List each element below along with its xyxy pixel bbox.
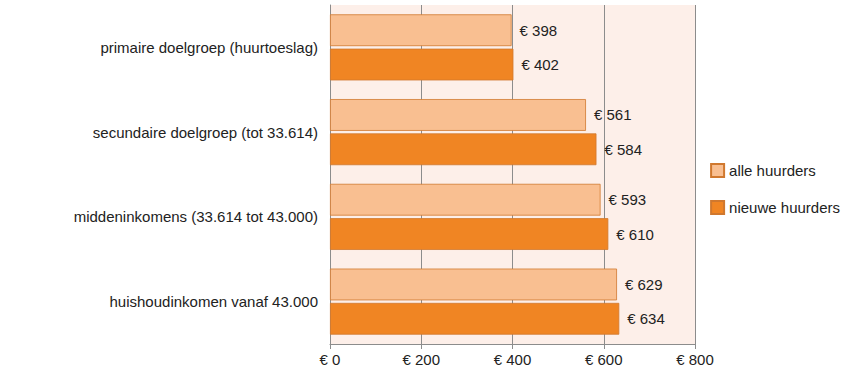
svg-text:middeninkomens (33.614 tot 43.: middeninkomens (33.614 tot 43.000) bbox=[74, 208, 318, 225]
svg-text:secundaire doelgroep (tot 33.6: secundaire doelgroep (tot 33.614) bbox=[93, 124, 318, 141]
svg-text:huishoudinkomen vanaf 43.000: huishoudinkomen vanaf 43.000 bbox=[110, 293, 319, 310]
svg-text:nieuwe huurders: nieuwe huurders bbox=[729, 199, 840, 216]
svg-text:primaire doelgroep (huurtoesla: primaire doelgroep (huurtoeslag) bbox=[100, 39, 318, 56]
svg-text:€ 200: € 200 bbox=[402, 351, 440, 368]
svg-text:€ 400: € 400 bbox=[494, 351, 532, 368]
svg-text:€ 600: € 600 bbox=[585, 351, 623, 368]
svg-text:alle huurders: alle huurders bbox=[729, 162, 816, 179]
svg-text:€ 561: € 561 bbox=[594, 106, 632, 123]
svg-text:€ 402: € 402 bbox=[521, 56, 559, 73]
svg-text:€ 634: € 634 bbox=[627, 310, 665, 327]
svg-text:€ 398: € 398 bbox=[520, 22, 558, 39]
svg-text:€ 593: € 593 bbox=[609, 191, 647, 208]
svg-text:€ 800: € 800 bbox=[676, 351, 714, 368]
svg-text:€ 0: € 0 bbox=[320, 351, 341, 368]
svg-text:€ 584: € 584 bbox=[604, 141, 642, 158]
svg-text:€ 629: € 629 bbox=[625, 276, 663, 293]
svg-text:€ 610: € 610 bbox=[616, 226, 654, 243]
